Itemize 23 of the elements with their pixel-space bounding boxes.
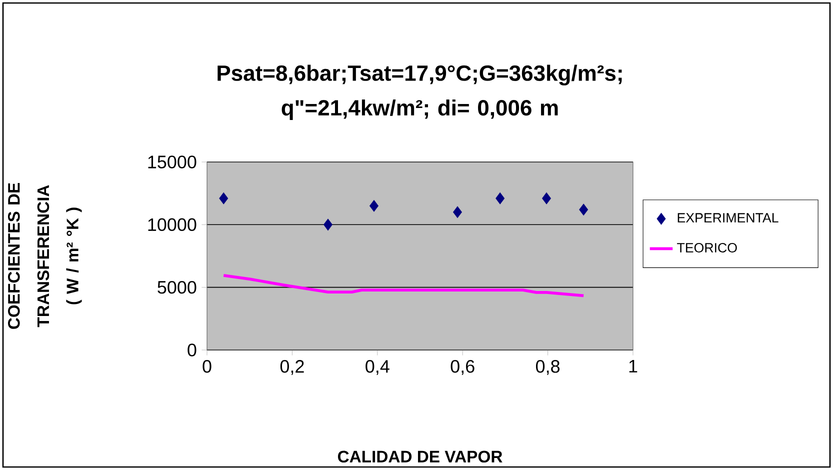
legend-label: EXPERIMENTAL [678,213,778,222]
x-axis-title: CALIDAD DE VAPOR [338,450,502,463]
x-tick-label: 0,6 [450,360,474,375]
y-tick-label: 0 [188,344,196,356]
point [496,192,505,204]
y-tick-label: 5000 [158,280,196,294]
point [219,192,228,204]
x-tick-label: 1 [629,360,638,372]
x-tick-label: 0 [202,360,212,373]
point [370,200,378,212]
y-tick-label: 10000 [148,218,196,232]
point [453,206,462,218]
point [579,204,588,216]
legend-label: TEORICO [677,243,737,252]
line-series [222,274,586,298]
y-axis-title: COEFCIENTES DE TRANSFERENCIA ( W / m² °K ) [8,183,82,329]
x-tick-label: 0,2 [280,360,304,375]
chart-title: Psat=8,6bar;Tsat=17,9°C;G=363kg/m²s; q"=21,4kw/m²; di= 0,006 m [218,64,622,120]
point [542,192,551,204]
y-tick-label: 15000 [148,156,196,168]
point [324,218,332,231]
x-tick-label: 0,4 [366,360,390,375]
x-tick-label: 0,8 [536,360,560,375]
